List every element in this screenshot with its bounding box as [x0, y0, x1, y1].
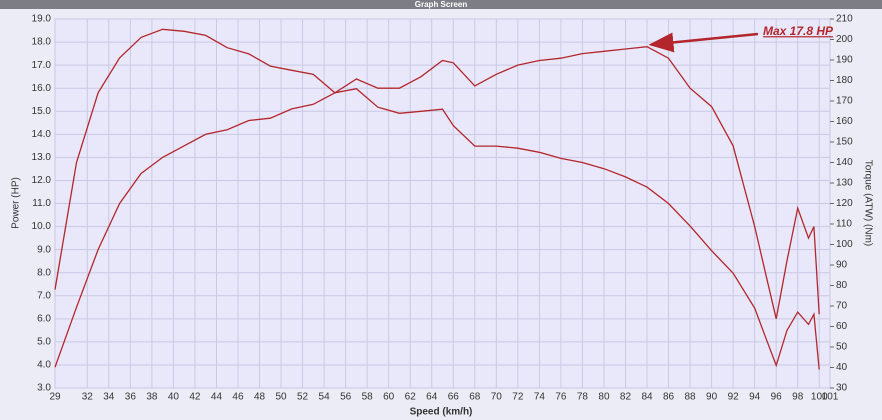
y-tick-label: 17.0 — [32, 60, 52, 71]
y2-tick-label: 100 — [836, 239, 853, 250]
x-tick-label: 84 — [641, 392, 653, 403]
x-tick-label: 48 — [254, 392, 266, 403]
y-tick-label: 18.0 — [32, 37, 52, 48]
y2-tick-label: 180 — [836, 75, 853, 86]
y-tick-label: 6.0 — [37, 313, 51, 324]
x-tick-label: 52 — [297, 392, 309, 403]
x-tick-label: 40 — [168, 392, 180, 403]
y2-tick-label: 190 — [836, 55, 853, 66]
y-tick-label: 3.0 — [37, 383, 51, 394]
y2-tick-label: 110 — [836, 219, 852, 230]
y2-tick-label: 170 — [836, 96, 853, 107]
y-tick-label: 4.0 — [37, 360, 51, 371]
x-tick-label: 46 — [232, 392, 244, 403]
y2-tick-label: 80 — [836, 280, 848, 291]
x-tick-label: 78 — [577, 392, 589, 403]
y-tick-label: 15.0 — [32, 106, 52, 117]
y2-axis-title: Torque (ATW) (Nm) — [862, 160, 873, 246]
x-tick-label: 44 — [211, 392, 223, 403]
y-tick-label: 11.0 — [32, 198, 51, 209]
x-tick-label: 38 — [146, 392, 158, 403]
x-tick-label: 34 — [103, 392, 115, 403]
x-tick-label: 68 — [469, 392, 481, 403]
y-tick-label: 7.0 — [37, 290, 51, 301]
x-tick-label: 82 — [620, 392, 632, 403]
y2-tick-label: 200 — [836, 34, 853, 45]
x-tick-label: 64 — [426, 392, 438, 403]
y2-tick-label: 70 — [836, 301, 848, 312]
y2-tick-label: 210 — [836, 14, 853, 25]
x-tick-label: 72 — [512, 392, 524, 403]
x-tick-label: 96 — [771, 392, 783, 403]
x-tick-label: 74 — [534, 392, 546, 403]
y2-tick-label: 130 — [836, 178, 853, 189]
annotation: Max 17.8 HP — [763, 24, 834, 38]
x-axis-title: Speed (km/h) — [410, 407, 473, 418]
x-tick-label: 76 — [555, 392, 567, 403]
y2-tick-label: 150 — [836, 137, 853, 148]
y-tick-label: 19.0 — [32, 14, 52, 25]
y-tick-label: 12.0 — [32, 175, 52, 186]
y-tick-label: 9.0 — [37, 244, 51, 255]
y2-tick-label: 160 — [836, 116, 853, 127]
x-tick-label: 88 — [685, 392, 697, 403]
y2-tick-label: 90 — [836, 260, 848, 271]
x-tick-label: 36 — [125, 392, 137, 403]
y2-tick-label: 40 — [836, 362, 848, 373]
x-tick-label: 92 — [728, 392, 740, 403]
x-tick-label: 94 — [749, 392, 761, 403]
x-tick-label: 62 — [405, 392, 417, 403]
x-tick-label: 60 — [383, 392, 395, 403]
y2-tick-label: 50 — [836, 342, 848, 353]
x-tick-label: 50 — [275, 392, 287, 403]
x-tick-label: 58 — [362, 392, 374, 403]
x-tick-label: 54 — [319, 392, 331, 403]
x-tick-label: 90 — [706, 392, 718, 403]
y-tick-label: 14.0 — [32, 129, 52, 140]
x-tick-label: 56 — [340, 392, 352, 403]
y2-tick-label: 30 — [836, 383, 848, 394]
x-tick-label: 42 — [189, 392, 201, 403]
chart: Graph Screen Power (HP) Torque (ATW) (Nm… — [0, 0, 882, 420]
y2-tick-label: 140 — [836, 157, 853, 168]
y-tick-label: 10.0 — [32, 221, 52, 232]
x-tick-label: 66 — [448, 392, 460, 403]
x-tick-label: 80 — [598, 392, 610, 403]
y-tick-label: 8.0 — [37, 267, 51, 278]
x-tick-label: 70 — [491, 392, 503, 403]
x-tick-label: 32 — [82, 392, 94, 403]
y-tick-label: 5.0 — [37, 337, 51, 348]
y2-tick-label: 120 — [836, 198, 853, 209]
x-tick-label: 86 — [663, 392, 675, 403]
window-title: Graph Screen — [415, 0, 468, 9]
x-tick-label: 98 — [792, 392, 804, 403]
x-tick-label: 29 — [49, 392, 61, 403]
y-tick-label: 16.0 — [32, 83, 52, 94]
y2-tick-label: 60 — [836, 321, 848, 332]
y-axis-title: Power (HP) — [11, 177, 22, 229]
y-tick-label: 13.0 — [32, 152, 52, 163]
